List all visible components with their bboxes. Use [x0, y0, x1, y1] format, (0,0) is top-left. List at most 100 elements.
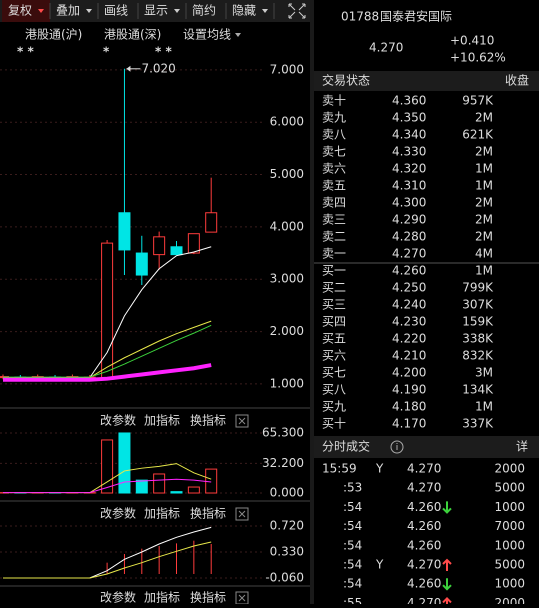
book-label: 买四	[322, 315, 346, 329]
book-label: 卖九	[322, 111, 346, 125]
y-tick-label: 0.720	[270, 519, 304, 533]
trade-volume: 1000	[494, 577, 525, 591]
book-volume: 1M	[475, 162, 493, 176]
book-volume: 957K	[462, 94, 494, 108]
status-value: 收盘	[505, 73, 529, 88]
book-volume: 2M	[475, 145, 493, 159]
marker: * *	[155, 45, 172, 59]
book-label: 卖十	[322, 94, 346, 108]
book-price: 4.340	[392, 128, 426, 142]
trade-price: 4.270	[407, 558, 441, 572]
book-volume: 1M	[475, 264, 493, 278]
book-label: 买三	[322, 298, 346, 312]
panel-button[interactable]: 加指标	[144, 590, 180, 605]
y-tick-label: 1.000	[270, 376, 304, 390]
book-volume: 159K	[462, 315, 494, 329]
book-price: 4.240	[392, 298, 426, 312]
book-volume: 2M	[475, 196, 493, 210]
trade-arrow-down	[443, 501, 451, 512]
trade-arrow-up	[443, 598, 451, 604]
book-price: 4.250	[392, 281, 426, 295]
toolbar-button[interactable]: 画线	[104, 4, 128, 18]
tab[interactable]: 港股通(深)	[104, 28, 161, 42]
panel-button[interactable]: 加指标	[144, 506, 180, 521]
trade-time: 15:59	[322, 462, 357, 476]
panel-button[interactable]: 换指标	[190, 413, 226, 428]
trade-price: 4.260	[407, 500, 441, 514]
book-price: 4.260	[392, 264, 426, 278]
trade-volume: 7000	[494, 519, 525, 533]
volume-bar	[136, 480, 147, 493]
book-price: 4.210	[392, 349, 426, 363]
y-tick-label: 5.000	[270, 167, 304, 181]
trade-price: 4.260	[407, 577, 441, 591]
close-icon	[239, 595, 245, 601]
book-volume: 2M	[475, 111, 493, 125]
trade-volume: 5000	[494, 481, 525, 495]
tab[interactable]: 港股通(沪)	[25, 28, 82, 42]
toolbar-button[interactable]: 叠加	[56, 4, 80, 18]
book-price: 4.280	[392, 230, 426, 244]
trade-arrow-down	[443, 578, 451, 589]
book-volume: 1M	[475, 179, 493, 193]
candle-body	[206, 213, 217, 232]
book-label: 卖八	[322, 128, 346, 142]
trade-time: :54	[343, 519, 362, 533]
trade-time: :55	[343, 596, 362, 604]
book-volume: 3M	[475, 366, 493, 380]
volume-bar	[154, 474, 165, 493]
trade-volume: 2000	[494, 596, 525, 604]
trade-time: :54	[343, 500, 362, 514]
candle-body	[119, 213, 130, 250]
book-volume: 1M	[475, 400, 493, 414]
trade-time: :54	[343, 538, 362, 552]
panel-button[interactable]: 换指标	[190, 590, 226, 605]
trade-time: :54	[343, 558, 362, 572]
book-volume: 338K	[462, 332, 494, 346]
toolbar-button[interactable]: 隐藏	[232, 4, 256, 18]
y-tick-label: 7.000	[270, 62, 304, 76]
volume-bar	[102, 440, 113, 493]
marker: * *	[17, 45, 34, 59]
trade-volume: 1000	[494, 500, 525, 514]
trades-title: 分时成交	[322, 439, 370, 454]
y-tick-label: 3.000	[270, 272, 304, 286]
tab[interactable]: 设置均线	[183, 28, 231, 42]
close-icon	[239, 511, 245, 517]
toolbar-button[interactable]: 显示	[144, 4, 168, 18]
book-volume: 307K	[462, 298, 494, 312]
book-volume: 832K	[462, 349, 494, 363]
y-tick-label: 65.300	[262, 425, 304, 439]
panel-button[interactable]: 改参数	[100, 590, 136, 605]
status-label: 交易状态	[322, 73, 370, 88]
volume-bar	[206, 469, 217, 493]
book-price: 4.230	[392, 315, 426, 329]
panel-button[interactable]: 加指标	[144, 413, 180, 428]
panel-button[interactable]: 换指标	[190, 506, 226, 521]
y-tick-label: 4.000	[270, 219, 304, 233]
book-price: 4.220	[392, 332, 426, 346]
book-label: 卖六	[322, 162, 346, 176]
candle-body	[188, 234, 199, 253]
close-icon	[239, 418, 245, 424]
price-change-pct: +10.62%	[450, 51, 506, 65]
book-price: 4.300	[392, 196, 426, 210]
book-label: 买二	[322, 281, 346, 295]
toolbar-button[interactable]: 复权	[8, 4, 32, 18]
panel-button[interactable]: 改参数	[100, 506, 136, 521]
panel-button[interactable]: 改参数	[100, 413, 136, 428]
divider	[310, 0, 314, 604]
trade-time: :54	[343, 577, 362, 591]
book-label: 卖一	[322, 247, 346, 261]
book-label: 卖二	[322, 230, 346, 244]
toolbar-button[interactable]: 简约	[192, 3, 216, 18]
book-price: 4.180	[392, 400, 426, 414]
trades-detail[interactable]: 详	[516, 439, 528, 454]
book-label: 买五	[322, 332, 346, 346]
trade-volume: 2000	[494, 462, 525, 476]
book-label: 卖三	[322, 213, 346, 227]
y-tick-label: 2.000	[270, 324, 304, 338]
book-label: 买九	[322, 400, 346, 414]
y-tick-label: 32.200	[262, 456, 304, 470]
